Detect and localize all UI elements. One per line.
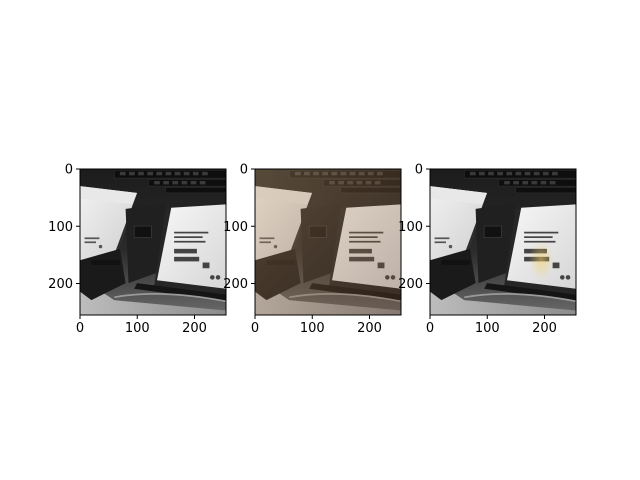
y-tick-label: 100 [48,220,73,235]
x-tick-label: 0 [426,321,434,336]
x-tick-label: 200 [182,321,207,336]
y-tick-label: 100 [398,220,423,235]
x-tick-label: 100 [300,321,325,336]
subplot-1: 0 100 200 0 100 200 [48,163,227,336]
y-tick-label: 200 [223,277,248,292]
axes-frame-2 [254,168,402,316]
y-tick-label: 0 [240,163,248,178]
y-tick-label: 0 [415,163,423,178]
x-tick-label: 0 [251,321,259,336]
x-tick-label: 200 [357,321,382,336]
subplot-2: 0 100 200 0 100 200 [223,163,402,336]
axes-frame-3 [429,168,577,316]
y-tick-label: 0 [65,163,73,178]
x-tick-label: 200 [532,321,557,336]
x-tick-label: 0 [76,321,84,336]
y-tick-label: 200 [48,277,73,292]
subplot-3: 0 100 200 0 100 200 [398,163,577,336]
photo-image-3 [430,169,576,315]
y-tick-label: 100 [223,220,248,235]
photo-image-2 [255,169,401,315]
photo-image-1 [80,169,226,315]
y-tick-label: 200 [398,277,423,292]
x-tick-label: 100 [125,321,150,336]
axes-frame-1 [79,168,227,316]
x-tick-label: 100 [475,321,500,336]
